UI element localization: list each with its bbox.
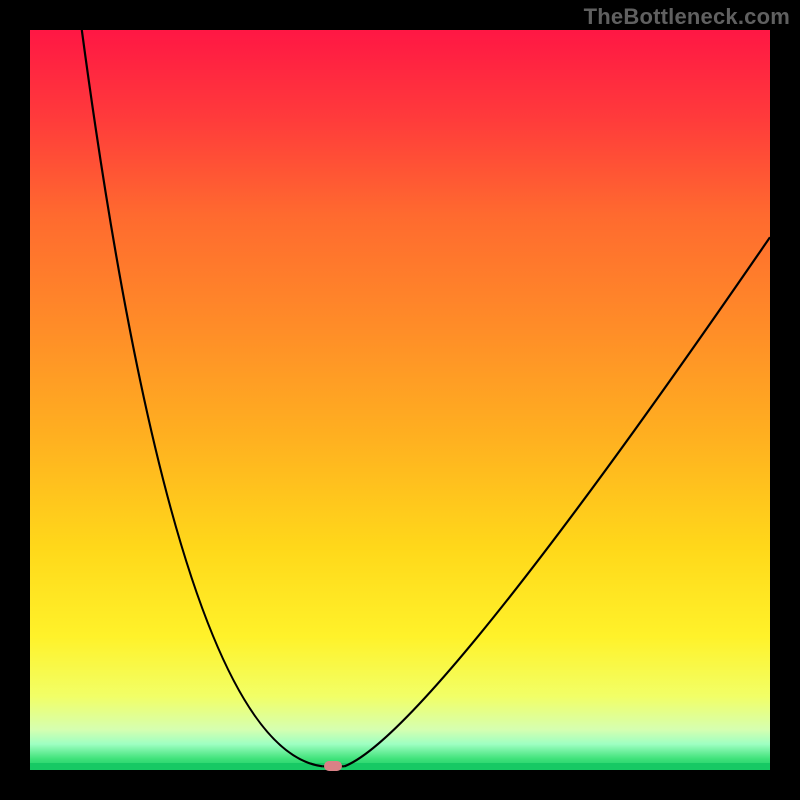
plot-area: [30, 30, 770, 770]
watermark-text: TheBottleneck.com: [584, 4, 790, 30]
bottleneck-curve: [30, 30, 770, 770]
minimum-marker: [324, 761, 342, 771]
